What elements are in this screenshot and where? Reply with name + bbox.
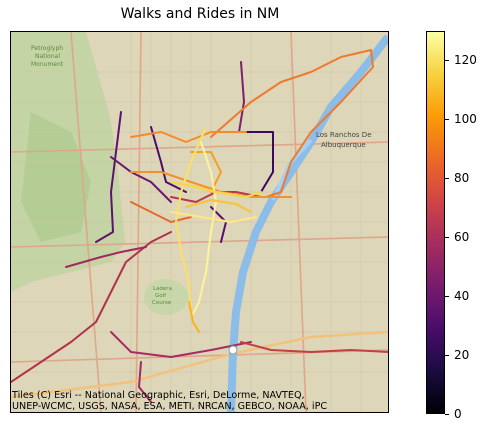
label-petroglyph-line3: Monument	[31, 61, 64, 68]
attribution-line-2: UNEP-WCMC, USGS, NASA, ESA, METI, NRCAN,…	[12, 401, 328, 412]
activity-tracks	[11, 49, 388, 403]
track	[130, 171, 292, 198]
label-petroglyph-line1: Petroglyph	[31, 45, 63, 52]
colorbar-tick-label: 100	[454, 112, 477, 127]
track	[11, 231, 172, 383]
track	[240, 341, 388, 353]
colorbar-tick	[445, 177, 449, 179]
track	[190, 151, 222, 193]
colorbar-tick-label: 120	[454, 53, 477, 68]
track	[187, 300, 201, 334]
track	[138, 361, 152, 403]
major-roads	[11, 32, 388, 412]
colorbar-tick	[445, 354, 449, 356]
label-petroglyph-line2: National	[35, 53, 60, 60]
track	[169, 180, 263, 199]
map-canvas: Petroglyph National Monument Los Ranchos…	[11, 32, 388, 412]
map-attribution: Tiles (C) Esri -- National Geographic, E…	[12, 390, 388, 412]
track	[130, 201, 192, 223]
track	[110, 331, 252, 358]
track	[174, 125, 208, 314]
label-golf-line2: Golf	[155, 293, 167, 299]
colorbar-tick	[445, 59, 449, 61]
track	[130, 131, 247, 143]
track	[169, 210, 258, 224]
colorbar-tick	[445, 413, 449, 415]
track	[191, 140, 218, 316]
track	[210, 49, 374, 198]
attribution-line-1: Tiles (C) Esri -- National Geographic, E…	[12, 390, 305, 401]
interchange-marker	[228, 345, 238, 355]
colorbar-tick-label: 80	[454, 171, 470, 186]
label-los-ranchos-line2: Albuquerque	[321, 141, 366, 149]
colorbar-tick-label: 40	[454, 289, 470, 304]
colorbar-tick	[445, 295, 449, 297]
label-golf-line3: Course	[152, 300, 172, 306]
track	[110, 156, 172, 203]
rio-grande-river	[227, 34, 388, 412]
colorbar-tick-label: 0	[454, 407, 462, 421]
track	[95, 111, 122, 243]
label-los-ranchos-line1: Los Ranchos De	[316, 131, 372, 139]
colorbar	[426, 31, 445, 414]
colorbar-tick-label: 20	[454, 348, 470, 363]
track	[238, 61, 245, 133]
colorbar-tick	[445, 118, 449, 120]
map-axes: Petroglyph National Monument Los Ranchos…	[10, 31, 389, 413]
track	[65, 246, 147, 268]
golf-course-area	[144, 279, 188, 315]
park-patch	[21, 112, 91, 242]
track	[184, 198, 253, 214]
label-golf-line1: Ladera	[153, 286, 172, 292]
track	[240, 131, 274, 193]
map-title: Walks and Rides in NM	[120, 6, 280, 22]
colorbar-tick	[445, 236, 449, 238]
colorbar-tick-label: 60	[454, 230, 470, 245]
